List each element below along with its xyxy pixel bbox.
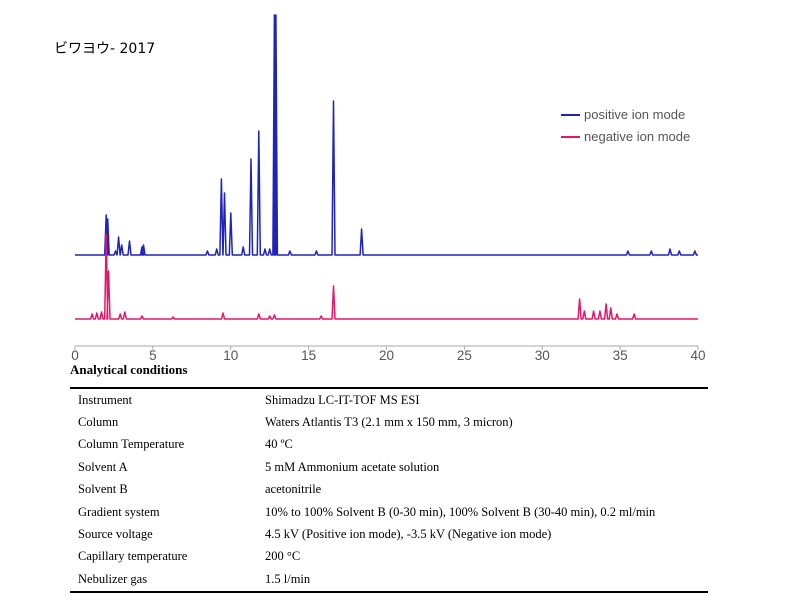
x-tick-label: 5 (149, 348, 157, 363)
condition-value: 10% to 100% Solvent B (0-30 min), 100% S… (265, 504, 656, 519)
chromatogram-chart: 0 5 10 15 20 25 30 35 40 positive ion mode negati… (71, 14, 706, 363)
conditions-row: Gradient system 10% to 100% Solvent B (0-… (70, 501, 708, 523)
x-tick-label: 30 (535, 348, 550, 363)
condition-label: Instrument (78, 392, 133, 407)
conditions-row: Nebulizer gas 1.5 l/min (70, 568, 708, 591)
x-tick-label: 15 (301, 348, 316, 363)
conditions-row: Column Temperature 40 ºC (70, 434, 708, 456)
condition-label: Nebulizer gas (78, 571, 148, 586)
condition-label: Solvent A (78, 459, 128, 474)
condition-label: Solvent B (78, 482, 128, 497)
x-tick-label: 25 (457, 348, 472, 363)
x-tick-label: 10 (223, 348, 238, 363)
legend-label-positive: positive ion mode (584, 107, 685, 122)
condition-label: Capillary temperature (78, 549, 188, 564)
conditions-row: Capillary temperature 200 °C (70, 546, 708, 568)
condition-value: acetonitrile (265, 482, 322, 497)
conditions-row: Source voltage 4.5 kV (Positive ion mode)… (70, 523, 708, 545)
condition-label: Column Temperature (78, 437, 185, 452)
condition-value: 200 °C (265, 549, 301, 564)
condition-value: 1.5 l/min (265, 571, 311, 586)
condition-value: Waters Atlantis T3 (2.1 mm x 150 mm, 3 m… (265, 415, 513, 430)
conditions-row: Solvent A 5 mM Ammonium acetate solution (70, 456, 708, 478)
condition-label: Gradient system (78, 504, 160, 519)
conditions-row: Solvent B acetonitrile (70, 479, 708, 501)
series-line-positive (75, 14, 698, 256)
x-tick-label: 35 (613, 348, 628, 363)
conditions-table: Instrument Shimadzu LC-IT-TOF MS ESI Colum… (70, 387, 708, 593)
conditions-heading: Analytical conditions (70, 362, 188, 377)
x-tick-label: 40 (690, 348, 705, 363)
conditions-row: Column Waters Atlantis T3 (2.1 mm x 150 m… (70, 411, 708, 433)
conditions-row: Instrument Shimadzu LC-IT-TOF MS ESI (70, 388, 708, 411)
condition-label: Source voltage (78, 527, 153, 542)
condition-value: 40 ºC (265, 437, 293, 452)
condition-value: Shimadzu LC-IT-TOF MS ESI (265, 392, 420, 407)
condition-value: 5 mM Ammonium acetate solution (265, 459, 440, 474)
chart-title: ビワヨウ- 2017 (54, 41, 156, 57)
x-tick-label: 0 (71, 348, 79, 363)
legend-label-negative: negative ion mode (584, 129, 690, 144)
condition-value: 4.5 kV (Positive ion mode), -3.5 kV (Neg… (265, 527, 552, 542)
x-tick-label: 20 (379, 348, 394, 363)
series-line-negative (75, 233, 698, 320)
condition-label: Column (78, 415, 119, 430)
